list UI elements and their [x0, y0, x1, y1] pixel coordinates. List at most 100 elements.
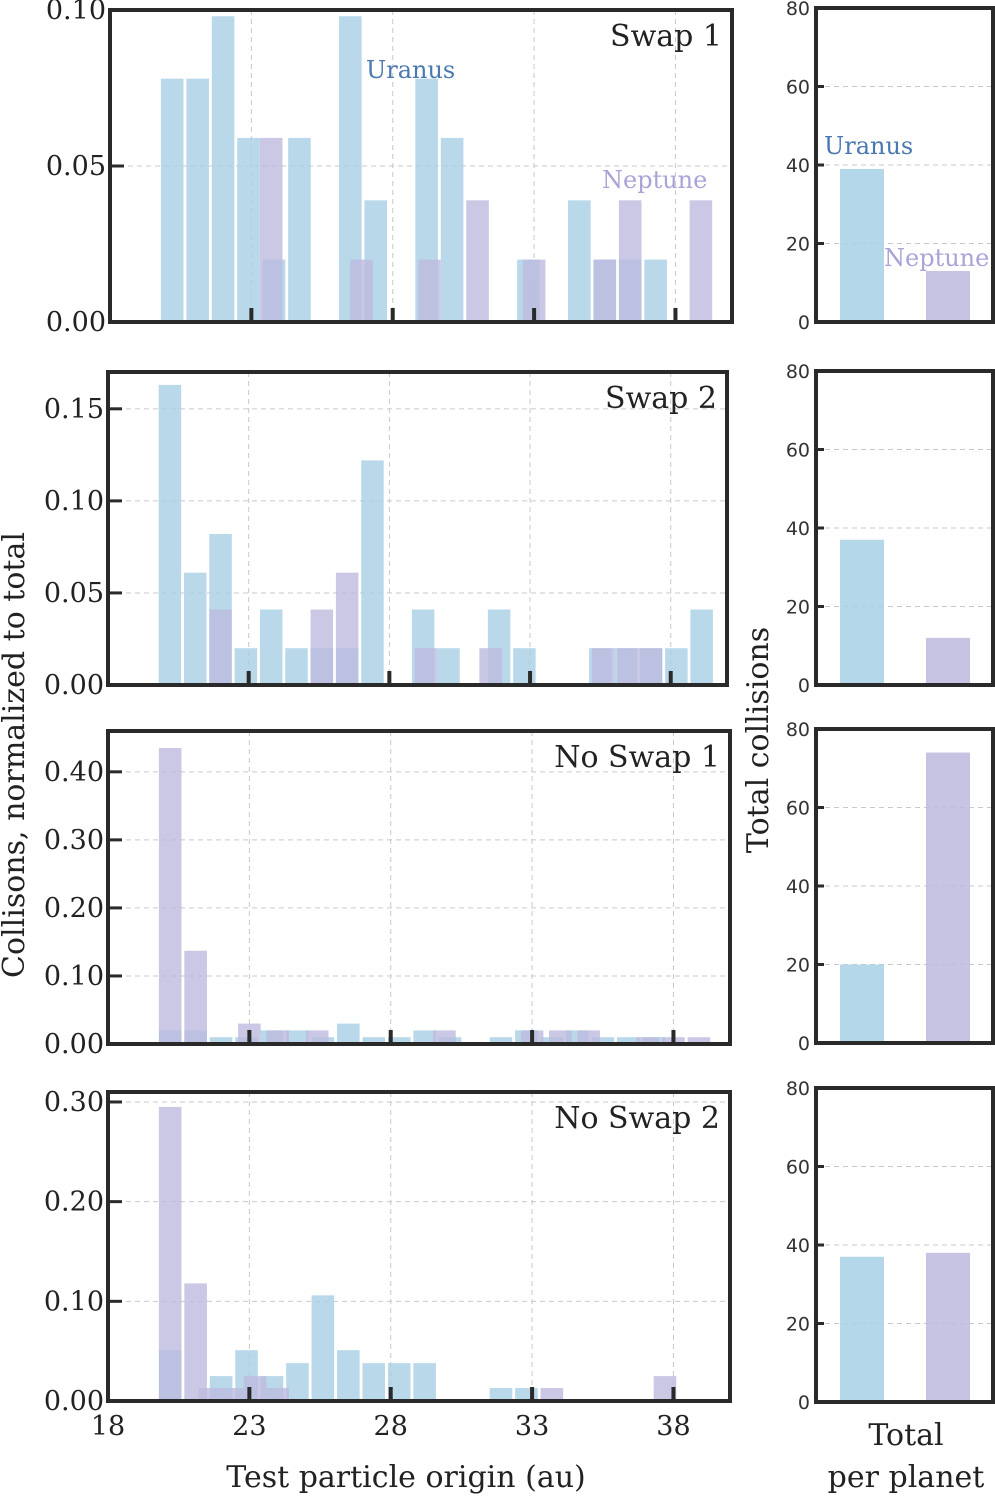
y-tick-label: 0.20: [44, 1187, 104, 1218]
y-tick-label: 0.10: [44, 486, 104, 517]
bar-uranus: [339, 16, 362, 323]
bar-neptune: [418, 259, 441, 322]
totals-panel-3: 0 20 40 60 80: [786, 719, 995, 1055]
bar-neptune: [266, 1388, 289, 1401]
bar-uranus: [437, 648, 460, 685]
histogram-panel-1: 0.00 0.05 0.10 Swap 1 Uranus Neptune: [46, 0, 734, 338]
bar-uranus: [440, 137, 464, 322]
bar-uranus: [209, 1037, 233, 1044]
panel-title: No Swap 1: [554, 740, 720, 775]
bar-neptune: [479, 648, 502, 685]
panel-frame: [106, 1090, 732, 1403]
y-tick-label: 80: [786, 361, 810, 383]
bar-neptune: [653, 1376, 677, 1401]
y-tick-label: 0.30: [44, 1087, 104, 1118]
y-tick-label: 80: [786, 1078, 810, 1100]
total-bar-uranus: [840, 168, 884, 322]
y-tick-label: 0: [798, 1392, 810, 1414]
bar-uranus: [286, 1363, 309, 1401]
bar-uranus: [489, 1388, 513, 1401]
histogram-panel-4: 0.00 0.10 0.20 0.30 18 23 28 33 38 No Swap 2: [44, 1087, 732, 1442]
totals-y-axis-title: Total collisions: [741, 627, 776, 853]
bar-uranus: [413, 1363, 436, 1401]
bar-uranus: [311, 1295, 335, 1401]
y-tick-label: 40: [786, 518, 810, 540]
total-bar-neptune: [926, 270, 970, 322]
annotation-uranus: Uranus: [366, 56, 455, 84]
panel-frame: [106, 370, 729, 687]
total-bar-neptune: [926, 637, 970, 685]
bar-uranus: [337, 1023, 360, 1044]
panel-title: Swap 2: [605, 381, 717, 416]
y-tick-label: 40: [786, 876, 810, 898]
bar-neptune: [617, 648, 640, 685]
bar-neptune: [335, 572, 359, 685]
y-tick-label: 20: [786, 1314, 810, 1336]
y-tick-label: 0: [798, 1033, 810, 1055]
bar-uranus: [361, 460, 384, 685]
bar-uranus: [616, 1037, 640, 1044]
bar-uranus: [237, 137, 260, 322]
x-tick-label: 28: [374, 1411, 408, 1442]
bar-neptune: [158, 748, 182, 1044]
bar-neptune: [591, 648, 615, 685]
y-tick-label: 60: [786, 798, 810, 820]
bar-uranus: [362, 1363, 386, 1401]
bar-neptune: [639, 648, 663, 685]
total-bar-uranus: [840, 539, 884, 685]
bar-uranus: [665, 648, 688, 685]
bar-neptune: [522, 259, 546, 322]
y-axis-title: Collisons, normalized to total: [0, 532, 32, 978]
y-tick-label: 80: [786, 719, 810, 741]
bar-neptune: [433, 1030, 456, 1044]
bar-neptune: [466, 200, 489, 322]
bar-neptune: [636, 1037, 660, 1044]
y-tick-label: 0.10: [46, 0, 106, 26]
y-tick-label: 0.00: [44, 1386, 104, 1417]
bar-uranus: [489, 1037, 513, 1044]
totals-x-axis-title-line1: Total: [868, 1418, 943, 1453]
x-tick-label: 23: [232, 1411, 266, 1442]
bar-neptune: [618, 200, 642, 322]
x-tick-label: 18: [91, 1411, 125, 1442]
y-tick-label: 0.00: [46, 307, 106, 338]
bar-neptune: [259, 137, 283, 322]
bar-neptune: [350, 259, 373, 322]
bar-uranus: [337, 1350, 360, 1401]
bar-neptune: [414, 648, 438, 685]
bar-uranus: [288, 137, 311, 322]
y-tick-label: 60: [786, 77, 810, 99]
y-tick-label: 0.00: [44, 1029, 104, 1060]
y-tick-label: 20: [786, 234, 810, 256]
totals-panel-4: 0 20 40 60 80: [786, 1078, 995, 1414]
totals-x-axis-title-line2: per planet: [828, 1460, 985, 1495]
panel-title: No Swap 2: [554, 1101, 720, 1136]
histogram-panel-3: 0.00 0.10 0.20 0.30 0.40 No Swap 1: [44, 729, 732, 1060]
y-tick-label: 0.30: [44, 825, 104, 856]
histogram-panel-2: 0.00 0.05 0.10 0.15 Swap 2: [44, 370, 729, 701]
bar-neptune: [209, 609, 232, 685]
bar-neptune: [689, 200, 713, 322]
bar-uranus: [285, 648, 308, 685]
bar-uranus: [413, 1030, 436, 1044]
bar-uranus: [513, 648, 536, 685]
y-tick-label: 20: [786, 597, 810, 619]
bar-neptune: [221, 1388, 244, 1401]
bar-neptune: [305, 1030, 329, 1044]
total-bar-uranus: [840, 964, 884, 1043]
y-tick-label: 0.20: [44, 893, 104, 924]
bar-neptune: [198, 1388, 222, 1401]
y-tick-label: 0.15: [44, 394, 104, 425]
panel-title: Swap 1: [610, 19, 722, 54]
y-tick-label: 0.40: [44, 757, 104, 788]
bar-neptune: [577, 1030, 600, 1044]
bar-uranus: [568, 200, 591, 322]
bar-uranus: [362, 1037, 386, 1044]
y-tick-label: 20: [786, 955, 810, 977]
y-tick-label: 0.10: [44, 961, 104, 992]
bar-uranus: [259, 609, 283, 685]
y-tick-label: 0.05: [44, 578, 104, 609]
bar-neptune: [540, 1388, 564, 1401]
